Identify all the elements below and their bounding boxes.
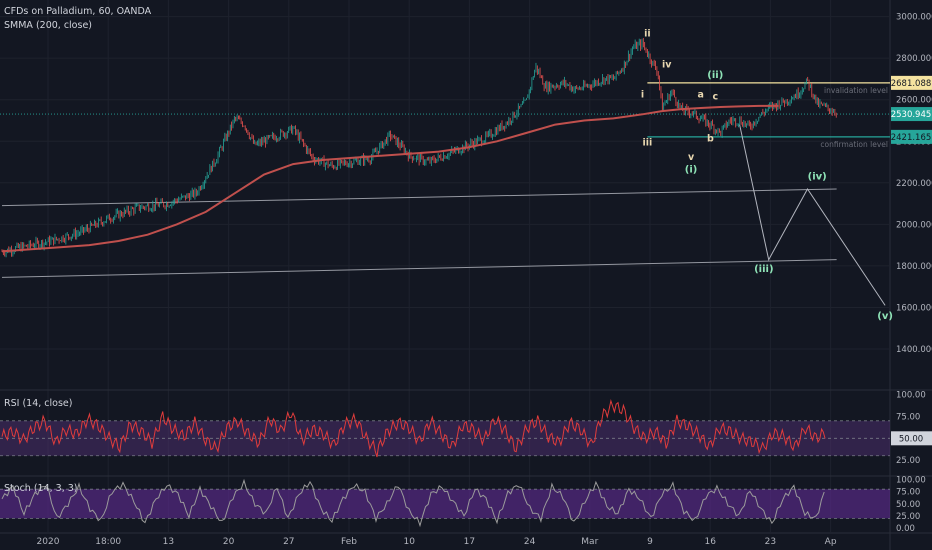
- stoch-axis-tick-label: 50.00: [896, 500, 920, 510]
- wave-label: (iii): [754, 264, 773, 275]
- confirmation-level-label: confirmation level: [820, 140, 888, 149]
- x-tick-label: 10: [403, 537, 415, 547]
- rsi-axis-tick-label: 75.00: [896, 412, 920, 422]
- price-axis-tick-label: 1800.000: [896, 262, 932, 272]
- rsi-axis-tick-label: 100.00: [896, 391, 926, 401]
- smma-indicator-label: SMMA (200, close): [4, 20, 92, 31]
- rsi-line: [1, 398, 826, 458]
- rsi-last-value-text: 50.00: [899, 434, 923, 444]
- stoch-axis-tick-label: 75.00: [896, 488, 920, 498]
- stoch-axis-tick-label: 25.00: [896, 512, 920, 522]
- stoch-axis-tick-label: 0.00: [896, 524, 915, 534]
- smma-line: [1, 104, 779, 253]
- x-tick-label: 27: [283, 537, 294, 547]
- rsi-last-value-tag: [891, 431, 932, 446]
- rsi-axis-tick-label: 25.00: [896, 456, 920, 466]
- x-tick-label: 17: [464, 537, 475, 547]
- price-axis-tick-label: 2000.000: [896, 220, 932, 230]
- channel-line: [1, 188, 837, 207]
- stoch-band: [0, 489, 890, 519]
- level-price-tag-text: 2421.165: [891, 133, 932, 143]
- wave-label: i: [641, 90, 644, 101]
- rsi-indicator-label: RSI (14, close): [4, 398, 73, 409]
- last-price-tag: [891, 107, 932, 122]
- symbol-title: CFDs on Palladium, 60, OANDA: [4, 6, 152, 17]
- wave-label: iv: [662, 60, 672, 71]
- wave-label: (iv): [808, 172, 827, 183]
- wave-projection-line: [739, 124, 886, 306]
- x-tick-label: Mar: [581, 537, 598, 547]
- x-tick-label: 2020: [37, 537, 60, 547]
- wave-label: iii: [642, 137, 652, 148]
- level-price-tag-text: 2681.088: [891, 79, 932, 89]
- stoch-line: [1, 478, 825, 528]
- wave-label: b: [707, 133, 714, 144]
- price-axis-tick-label: 2600.000: [896, 96, 932, 106]
- channel-line: [1, 259, 837, 278]
- x-tick-label: 13: [163, 537, 174, 547]
- level-price-tag: [891, 129, 932, 144]
- x-tick-label: 20: [223, 537, 235, 547]
- x-tick-label: 23: [765, 537, 776, 547]
- x-tick-label: Ap: [825, 537, 837, 547]
- wave-label: v: [688, 152, 695, 163]
- level-price-tag: [891, 75, 932, 90]
- invalidation-level-label: invalidation level: [824, 86, 888, 95]
- stoch-indicator-label: Stoch (14, 3, 3): [4, 483, 78, 494]
- wave-label: a: [698, 90, 704, 101]
- price-axis-tick-label: 1600.000: [896, 303, 932, 313]
- price-axis-tick-label: 2800.000: [896, 54, 932, 64]
- x-tick-label: 9: [647, 537, 653, 547]
- x-tick-label: 18:00: [95, 537, 121, 547]
- x-tick-label: 24: [524, 537, 536, 547]
- price-axis-tick-label: 2200.000: [896, 179, 932, 189]
- x-tick-label: 16: [704, 537, 716, 547]
- wave-label: (v): [877, 311, 893, 322]
- wave-label: ii: [644, 28, 651, 39]
- wave-label: c: [712, 92, 718, 103]
- wave-label: (ii): [707, 70, 723, 81]
- wave-label: (i): [685, 164, 698, 175]
- last-price-tag-text: 2530.945: [891, 110, 932, 120]
- price-axis-tick-label: 3000.000: [896, 13, 932, 23]
- stoch-axis-tick-label: 100.00: [896, 475, 926, 485]
- x-tick-label: Feb: [341, 537, 357, 547]
- price-axis-tick-label: 1400.000: [896, 345, 932, 355]
